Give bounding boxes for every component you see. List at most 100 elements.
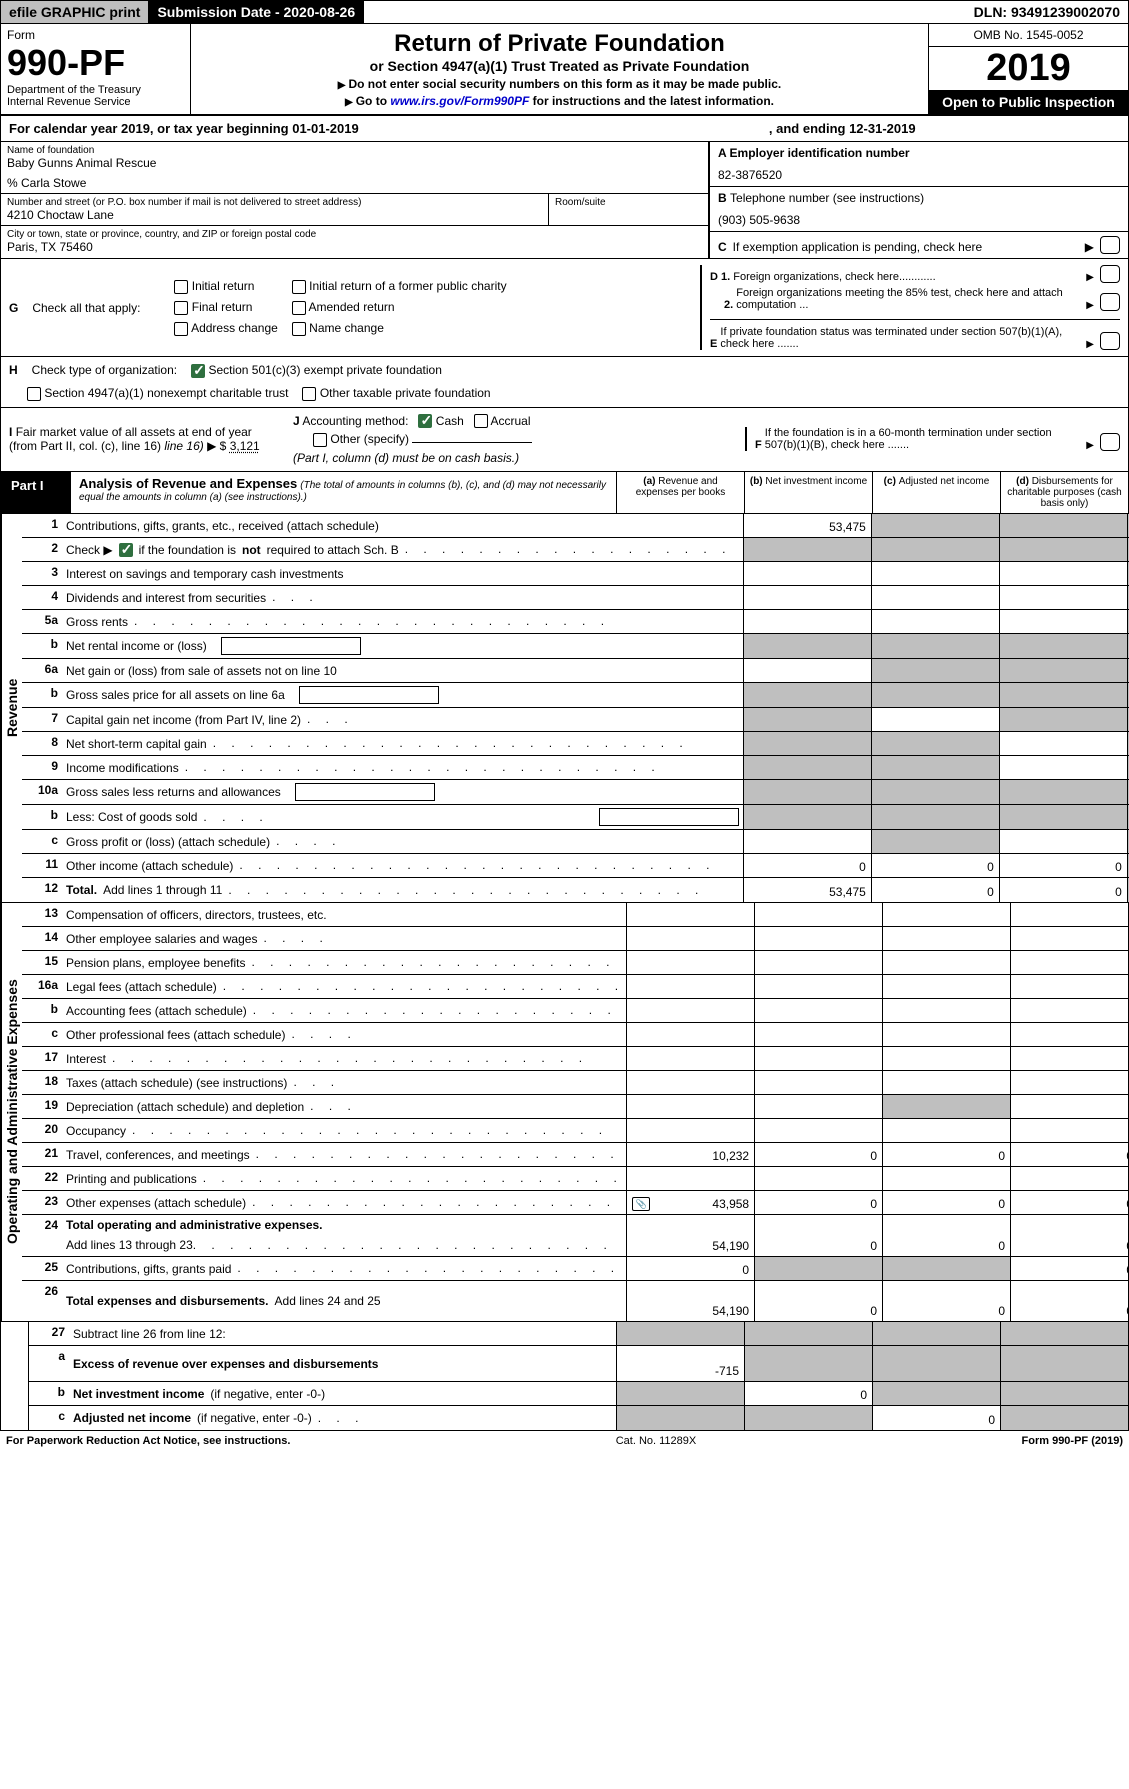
row-6b: bGross sales price for all assets on lin… [22, 683, 1129, 708]
initial-return-checkbox[interactable] [174, 280, 188, 294]
submission-date: Submission Date - 2020-08-26 [149, 1, 364, 23]
I-text1: Fair market value of all assets at end o… [16, 425, 252, 439]
501c3-checkbox[interactable] [191, 364, 205, 378]
other-specify-line[interactable] [412, 442, 532, 443]
addr-label: Number and street (or P.O. box number if… [7, 197, 542, 208]
cash-checkbox[interactable] [418, 414, 432, 428]
H-text: Check type of organization: [32, 363, 177, 377]
paperwork-notice: For Paperwork Reduction Act Notice, see … [6, 1435, 290, 1447]
row-4: 4Dividends and interest from securities.… [22, 586, 1129, 610]
name-change-checkbox[interactable] [292, 322, 306, 336]
row-8: 8Net short-term capital gain. . . . . . … [22, 732, 1129, 756]
C-label: C [718, 240, 727, 254]
line5b-box[interactable] [221, 637, 361, 655]
phone: (903) 505-9638 [718, 213, 1120, 227]
header-right: OMB No. 1545-0052 2019 Open to Public In… [928, 24, 1128, 114]
row-2: 2Check ▶ if the foundation is not requir… [22, 538, 1129, 562]
row-17: 17Interest. . . . . . . . . . . . . . . … [22, 1047, 1129, 1071]
final-return-checkbox[interactable] [174, 301, 188, 315]
dept: Department of the Treasury [7, 84, 184, 96]
address-change-checkbox[interactable] [174, 322, 188, 336]
col-b-header: (b) Net investment income [744, 472, 872, 513]
goto-line: Go to www.irs.gov/Form990PF for instruct… [197, 94, 922, 108]
C-text: If exemption application is pending, che… [733, 240, 1079, 254]
accrual-checkbox[interactable] [474, 414, 488, 428]
form-subtitle: or Section 4947(a)(1) Trust Treated as P… [197, 58, 922, 74]
omb-number: OMB No. 1545-0052 [929, 24, 1128, 47]
header-left: Form 990-PF Department of the Treasury I… [1, 24, 191, 114]
dln: DLN: 93491239002070 [966, 1, 1128, 23]
I-label: I [9, 425, 12, 439]
form-title: Return of Private Foundation [197, 30, 922, 58]
row-B: B Telephone number (see instructions) (9… [710, 187, 1128, 232]
foundation-name: Baby Gunns Animal Rescue [7, 156, 702, 170]
efile-print-button[interactable]: efile GRAPHIC print [1, 1, 149, 23]
J-text: Accounting method: [302, 414, 408, 428]
A-label: A Employer identification number [718, 146, 910, 160]
cy-begin: For calendar year 2019, or tax year begi… [9, 121, 565, 136]
cy-end: , and ending 12-31-2019 [565, 121, 1121, 136]
row-23: 23Other expenses (attach schedule). . . … [22, 1191, 1129, 1215]
line10a-box[interactable] [295, 783, 435, 801]
other-taxable-checkbox[interactable] [302, 387, 316, 401]
expenses-tab: Operating and Administrative Expenses [1, 903, 22, 1321]
row-6a: 6aNet gain or (loss) from sale of assets… [22, 659, 1129, 683]
row-21: 21Travel, conferences, and meetings. . .… [22, 1143, 1129, 1167]
row-20: 20Occupancy. . . . . . . . . . . . . . .… [22, 1119, 1129, 1143]
entity-info: Name of foundation Baby Gunns Animal Res… [0, 142, 1129, 259]
schB-checkbox[interactable] [119, 543, 133, 557]
row-13: 13Compensation of officers, directors, t… [22, 903, 1129, 927]
fmv-assets: 3,121 [230, 439, 260, 453]
col-c-header: (c) Adjusted net income [872, 472, 1000, 513]
row-10c: cGross profit or (loss) (attach schedule… [22, 830, 1129, 854]
row-5a: 5aGross rents. . . . . . . . . . . . . .… [22, 610, 1129, 634]
arrow-icon: ▶ [1086, 272, 1094, 283]
B-label: B [718, 191, 727, 205]
entity-info-left: Name of foundation Baby Gunns Animal Res… [1, 142, 708, 258]
arrow-icon: ▶ [1086, 300, 1094, 311]
header-center: Return of Private Foundation or Section … [191, 24, 928, 114]
section-F-box: F If the foundation is in a 60-month ter… [745, 427, 1120, 451]
row-19: 19Depreciation (attach schedule) and dep… [22, 1095, 1129, 1119]
cat-no: Cat. No. 11289X [290, 1435, 1021, 1447]
line10b-box[interactable] [599, 808, 739, 826]
section-G: G Check all that apply: Initial return F… [0, 259, 1129, 357]
expenses-grid: Operating and Administrative Expenses 13… [0, 903, 1129, 1322]
row-27b: bNet investment income (if negative, ent… [29, 1382, 1128, 1406]
other-method-checkbox[interactable] [313, 433, 327, 447]
city-state-zip: Paris, TX 75460 [7, 240, 702, 254]
initial-former-public-checkbox[interactable] [292, 280, 306, 294]
row-22: 22Printing and publications. . . . . . .… [22, 1167, 1129, 1191]
street-address: 4210 Choctaw Lane [7, 208, 542, 222]
row-12: 12Total. Add lines 1 through 11. . . . .… [22, 878, 1129, 902]
calendar-year-line: For calendar year 2019, or tax year begi… [0, 116, 1129, 142]
row-5b: bNet rental income or (loss) [22, 634, 1129, 659]
row-1: 1Contributions, gifts, grants, etc., rec… [22, 514, 1129, 538]
4947a1-checkbox[interactable] [27, 387, 41, 401]
row-14: 14Other employee salaries and wages. . .… [22, 927, 1129, 951]
D1-checkbox[interactable] [1100, 265, 1120, 283]
row-16a: 16aLegal fees (attach schedule). . . . .… [22, 975, 1129, 999]
section-H: H Check type of organization: Section 50… [0, 357, 1129, 408]
C-checkbox[interactable] [1100, 236, 1120, 254]
part1-label: Part I [1, 472, 71, 513]
line6b-box[interactable] [299, 686, 439, 704]
row-27a: aExcess of revenue over expenses and dis… [29, 1346, 1128, 1382]
part1-desc: Analysis of Revenue and Expenses (The to… [71, 472, 616, 513]
G-label: G [9, 301, 18, 315]
D2-checkbox[interactable] [1100, 293, 1120, 311]
form-header: Form 990-PF Department of the Treasury I… [0, 24, 1129, 116]
amended-return-checkbox[interactable] [292, 301, 306, 315]
row-27: 27Subtract line 26 from line 12: [29, 1322, 1128, 1346]
schedule-icon[interactable]: 📎 [632, 1197, 650, 1211]
B-text: Telephone number (see instructions) [730, 191, 924, 205]
E-checkbox[interactable] [1100, 332, 1120, 350]
F-checkbox[interactable] [1100, 433, 1120, 451]
row-10b: bLess: Cost of goods sold. . . . [22, 805, 1129, 830]
arrow-icon: ▶ [1086, 440, 1094, 451]
section-IJ: I Fair market value of all assets at end… [0, 408, 1129, 473]
row-16b: bAccounting fees (attach schedule). . . … [22, 999, 1129, 1023]
J-label: J [293, 414, 300, 428]
I-text2: (from Part II, col. (c), line 16) [9, 439, 161, 453]
irs-link[interactable]: www.irs.gov/Form990PF [390, 94, 529, 108]
